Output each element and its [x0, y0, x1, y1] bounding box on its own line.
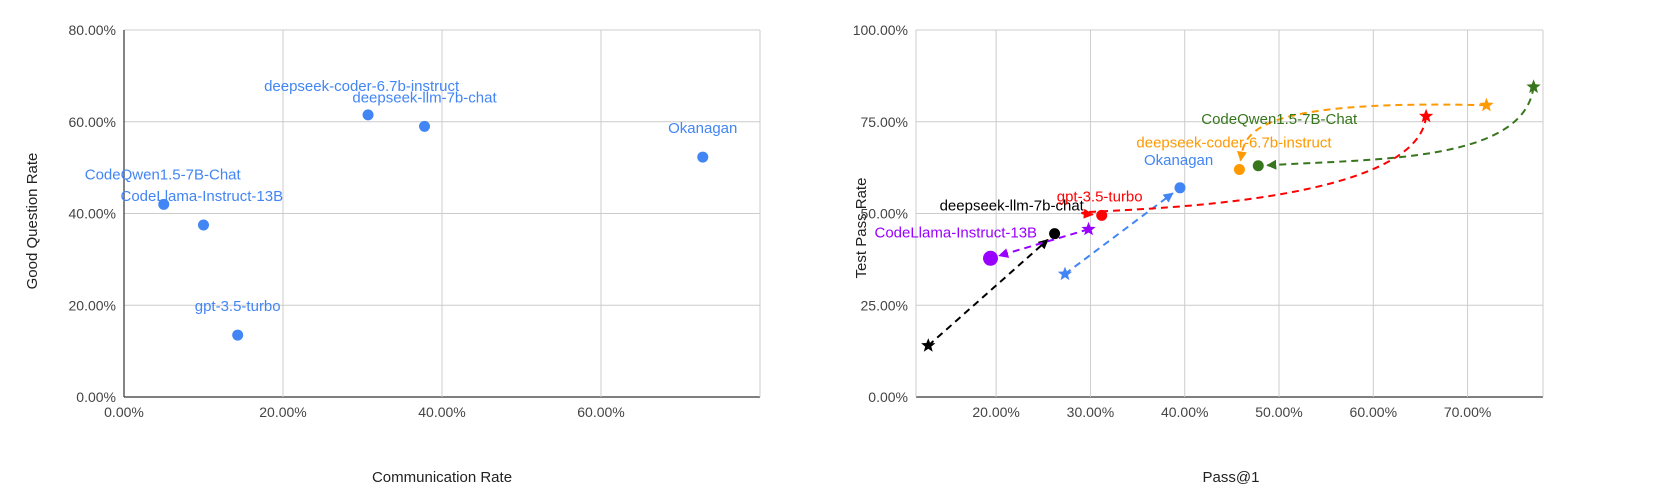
- chart2-ytick-label: 0.00%: [868, 389, 908, 405]
- chart2-ytick-label: 75.00%: [861, 114, 908, 130]
- chart2-ylabel: Test Pass Rate: [853, 178, 870, 279]
- chart2-end-point: [1049, 228, 1061, 240]
- chart2-end-point: [1233, 163, 1245, 175]
- chart1-point-label: Okanagan: [668, 120, 737, 137]
- chart1-ytick-label: 0.00%: [76, 389, 116, 405]
- chart2-start-star: [1479, 97, 1494, 112]
- chart1-point: [232, 329, 244, 341]
- chart1-xtick-label: 40.00%: [418, 404, 465, 420]
- chart1-point-label: gpt-3.5-turbo: [195, 298, 281, 315]
- chart1-ytick-label: 20.00%: [69, 297, 116, 313]
- chart2-trajectory: [1236, 103, 1487, 162]
- chart2-end-point: [982, 250, 998, 266]
- chart1-point: [697, 151, 709, 163]
- chart1-ylabel: Good Question Rate: [24, 153, 41, 290]
- chart1-point-label: deepseek-llm-7b-chat: [352, 89, 497, 106]
- chart2-xlabel: Pass@1: [1203, 469, 1260, 486]
- chart2-start-star: [1526, 79, 1541, 93]
- chart2-series-label: CodeQwen1.5-7B-Chat: [1201, 111, 1358, 128]
- chart2-series-label: gpt-3.5-turbo: [1057, 188, 1143, 205]
- chart1-point-label: CodeLlama-Instruct-13B: [121, 188, 284, 205]
- chart2-trajectory: [1081, 116, 1428, 219]
- chart1-ytick-label: 40.00%: [69, 206, 116, 222]
- chart2-series-label: deepseek-llm-7b-chat: [940, 198, 1085, 215]
- chart2-start-star: [1419, 108, 1434, 123]
- chart2-end-point: [1174, 182, 1186, 194]
- chart2-series-label: CodeLlama-Instruct-13B: [874, 224, 1037, 241]
- chart2-start-star: [1081, 221, 1096, 236]
- chart2-start-star: [1057, 266, 1073, 281]
- chart2-start-star: [921, 338, 936, 352]
- chart2-trajectory: [1266, 86, 1535, 170]
- chart2-xtick-label: 60.00%: [1350, 404, 1397, 420]
- chart2-ytick-label: 50.00%: [861, 206, 908, 222]
- chart2-xtick-label: 50.00%: [1255, 404, 1302, 420]
- chart-pass1-vs-test-pass: Test Pass Rate Pass@1 0.00% 25.00% 50.00% 7…: [853, 22, 1544, 486]
- chart-communication-vs-good-question: Good Question Rate Communication Rate 0.…: [24, 22, 761, 486]
- chart2-xtick-label: 40.00%: [1161, 404, 1208, 420]
- chart2-trajectory: [998, 228, 1089, 258]
- chart2-xtick-label: 20.00%: [972, 404, 1019, 420]
- chart1-xtick-label: 0.00%: [104, 404, 144, 420]
- chart1-point-label: deepseek-coder-6.7b-instruct: [264, 78, 460, 95]
- chart2-ytick-label: 100.00%: [853, 22, 908, 38]
- chart1-ytick-label: 80.00%: [69, 22, 116, 38]
- chart1-point: [362, 109, 374, 121]
- chart2-series-label: deepseek-coder-6.7b-instruct: [1136, 134, 1332, 151]
- chart1-xlabel: Communication Rate: [372, 469, 512, 486]
- chart1-point: [158, 198, 170, 210]
- chart2-xtick-label: 70.00%: [1444, 404, 1491, 420]
- chart1-xtick-label: 60.00%: [577, 404, 624, 420]
- chart2-end-point: [1252, 160, 1264, 172]
- chart1-point: [198, 219, 209, 231]
- chart1-xtick-label: 20.00%: [259, 404, 306, 420]
- chart1-point-label: CodeQwen1.5-7B-Chat: [85, 166, 242, 183]
- chart2-trajectory: [927, 238, 1049, 347]
- chart2-ytick-label: 25.00%: [861, 297, 908, 313]
- chart1-point: [419, 120, 431, 132]
- chart2-xtick-label: 30.00%: [1067, 404, 1114, 420]
- chart2-end-point: [1096, 209, 1108, 221]
- chart1-ytick-label: 60.00%: [69, 114, 116, 130]
- chart2-series-label: Okanagan: [1144, 152, 1213, 169]
- chart2-trajectory: [1064, 192, 1174, 275]
